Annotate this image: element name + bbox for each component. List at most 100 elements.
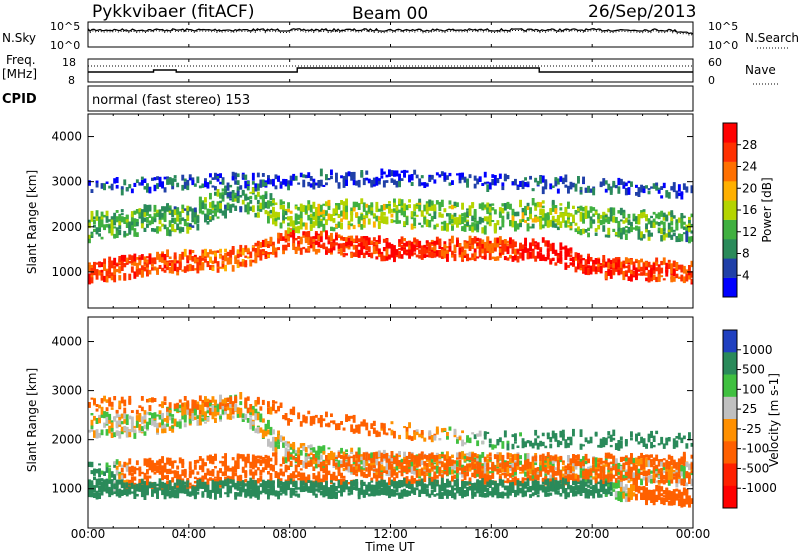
velocity-cell — [249, 413, 253, 418]
power-cell — [186, 264, 190, 272]
power-cell — [115, 210, 119, 213]
velocity-cell — [244, 492, 248, 497]
power-cell — [602, 225, 606, 232]
power-cell — [191, 214, 195, 223]
velocity-cell — [471, 455, 475, 462]
velocity-cell — [289, 487, 293, 492]
power-cell — [95, 180, 99, 183]
power-cell — [682, 278, 686, 284]
velocity-cell — [90, 470, 94, 475]
power-cell — [672, 182, 676, 187]
velocity-cell — [113, 491, 117, 494]
power-cell — [685, 224, 689, 227]
power-cell — [574, 183, 578, 192]
power-cell — [256, 183, 260, 191]
velocity-cell — [146, 458, 149, 465]
power-cell — [135, 269, 139, 277]
velocity-cell — [138, 424, 142, 431]
power-cell — [330, 169, 333, 176]
velocity-cell — [365, 484, 369, 492]
power-cell — [365, 240, 369, 247]
velocity-cell — [365, 422, 369, 427]
velocity-cell — [173, 408, 177, 412]
velocity-cell — [201, 493, 205, 498]
velocity-cell — [483, 481, 487, 485]
power-cell — [652, 211, 656, 215]
velocity-cell — [440, 477, 444, 486]
velocity-cell — [471, 462, 475, 470]
power-cell — [380, 176, 384, 179]
velocity-cell — [483, 493, 487, 498]
velocity-cell — [319, 482, 323, 491]
velocity-cell — [277, 444, 280, 449]
power-cell — [491, 203, 495, 206]
power-cell — [579, 231, 583, 235]
power-cell — [635, 225, 638, 231]
power-cell — [181, 251, 185, 260]
velocity-cell — [297, 477, 301, 481]
velocity-cell — [244, 397, 248, 405]
velocity-cell — [110, 420, 114, 423]
power-cell — [572, 205, 575, 209]
power-cell — [236, 249, 240, 254]
power-cell — [138, 212, 142, 215]
velocity-cell — [135, 420, 139, 428]
power-cell — [415, 214, 419, 217]
power-cell — [307, 204, 311, 211]
power-cell — [567, 224, 570, 228]
power-cell — [198, 203, 202, 212]
velocity-cell — [456, 484, 459, 489]
velocity-cell — [438, 454, 442, 459]
power-cell — [269, 252, 273, 255]
velocity-cell — [410, 436, 414, 441]
power-cell — [375, 245, 379, 251]
velocity-cell — [146, 485, 149, 493]
power-cell — [272, 210, 275, 218]
velocity-cell — [146, 491, 149, 494]
velocity-cell — [272, 403, 275, 411]
velocity-cell — [115, 430, 119, 436]
velocity-cell — [166, 408, 169, 416]
velocity-cell — [95, 482, 99, 488]
power-cell — [176, 208, 180, 215]
velocity-cell — [370, 423, 374, 429]
power-cell — [506, 243, 510, 246]
power-cell — [355, 250, 359, 254]
power-cell — [98, 262, 101, 266]
velocity-cell — [451, 454, 454, 458]
velocity-cell — [388, 488, 391, 492]
velocity-cell — [196, 415, 200, 419]
velocity-cell — [234, 472, 238, 477]
velocity-cell — [342, 427, 346, 431]
velocity-cell — [393, 477, 396, 485]
power-cell — [589, 216, 593, 225]
power-cell — [607, 227, 611, 235]
power-cell — [181, 227, 185, 232]
power-cell — [325, 219, 328, 222]
power-cell — [249, 191, 253, 194]
velocity-cell — [428, 453, 432, 461]
velocity-cell — [355, 473, 359, 477]
velocity-cell — [272, 429, 275, 435]
velocity-cell — [380, 472, 384, 475]
power-cell — [158, 265, 162, 267]
power-cell — [481, 239, 485, 248]
velocity-cell — [473, 482, 477, 487]
velocity-cell — [256, 478, 260, 482]
power-cell — [294, 237, 298, 241]
power-cell — [108, 219, 112, 222]
power-cell — [264, 238, 268, 245]
power-cell — [551, 220, 555, 228]
velocity-cell — [380, 479, 384, 487]
power-cell — [161, 212, 164, 218]
power-cell — [274, 211, 278, 219]
power-cell — [405, 241, 409, 247]
power-cell — [665, 262, 669, 270]
velocity-cell — [282, 415, 285, 420]
velocity-cell — [322, 450, 326, 455]
velocity-cell — [433, 494, 437, 497]
velocity-cell — [345, 449, 348, 453]
power-cell — [531, 223, 535, 229]
power-cell — [241, 247, 245, 256]
power-cell — [604, 188, 608, 193]
